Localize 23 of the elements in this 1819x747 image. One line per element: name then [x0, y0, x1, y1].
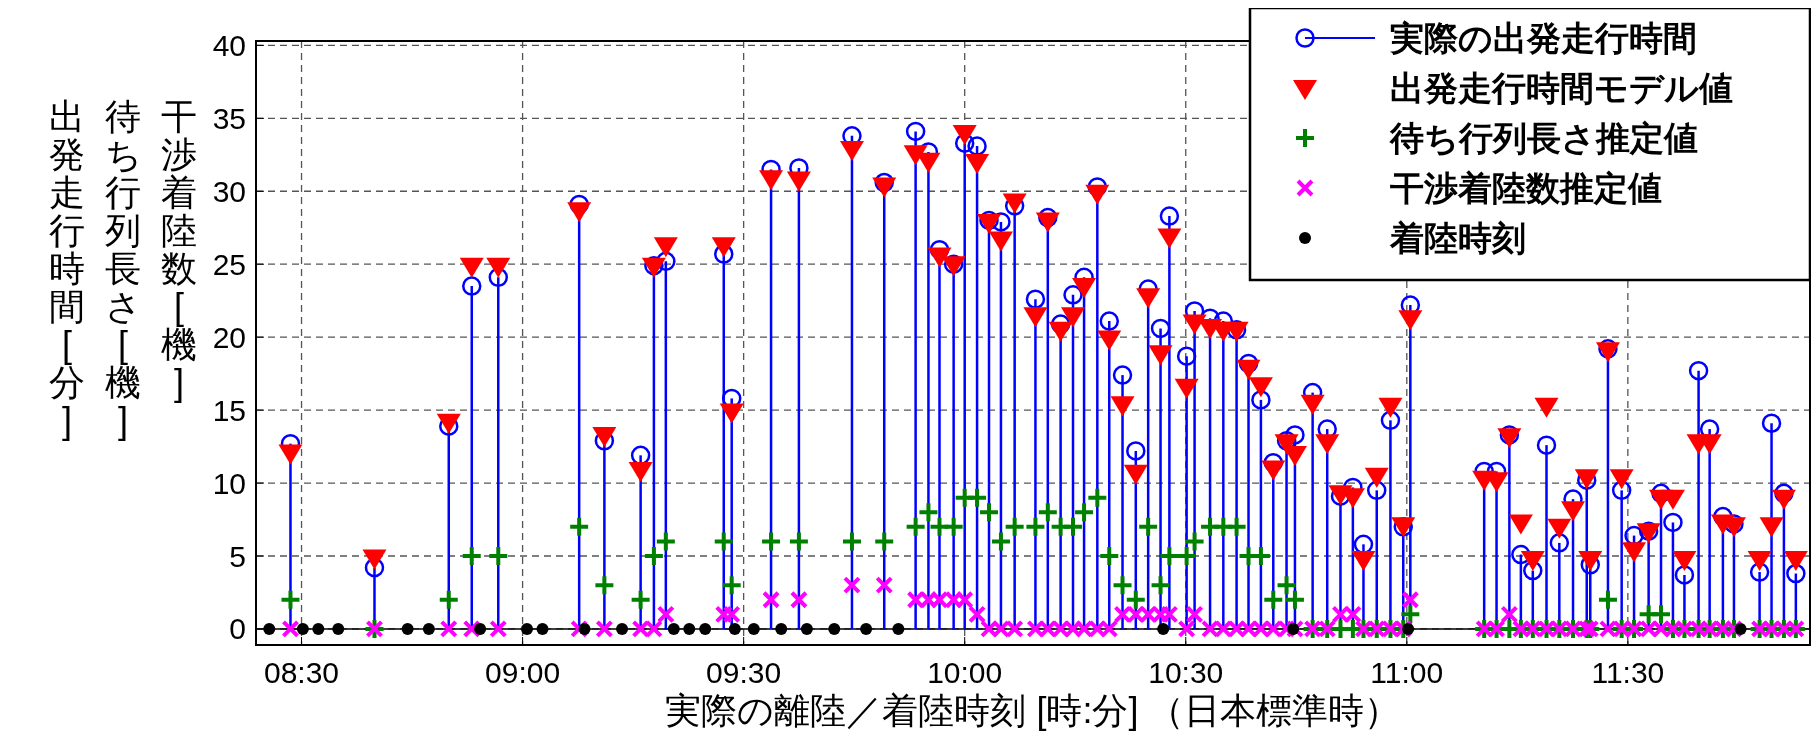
- legend-label: 実際の出発走行時間: [1389, 19, 1697, 57]
- legend-label: 出発走行時間モデル値: [1390, 69, 1733, 107]
- x-tick-label: 08:30: [264, 656, 340, 689]
- y-tick-label: 30: [212, 174, 246, 208]
- x-tick-label: 10:30: [1148, 656, 1224, 689]
- legend-label: 着陸時刻: [1389, 219, 1526, 257]
- y-tick-label: 0: [229, 612, 246, 646]
- text: 出発走行時間 [分] 待ち行列長さ [機] 干渉着陸数 [機]: [49, 97, 197, 441]
- x-tick-label: 10:00: [927, 656, 1003, 689]
- y-tick-label: 25: [212, 247, 246, 281]
- x-tick-label: 11:00: [1370, 656, 1444, 689]
- legend-label: 干渉着陸数推定値: [1389, 169, 1662, 207]
- x-tick-label: 09:00: [485, 656, 561, 689]
- y-tick-label: 35: [212, 101, 246, 135]
- x-tick-label: 11:30: [1591, 656, 1665, 689]
- y-tick-label: 5: [229, 539, 246, 573]
- y-tick-label: 10: [212, 466, 246, 500]
- y-tick-label: 40: [212, 28, 246, 62]
- y-tick-label: 20: [212, 320, 246, 354]
- x-axis-title: 実際の離陸／着陸時刻 [時:分] （日本標準時）: [665, 690, 1401, 731]
- y-tick-label: 15: [212, 393, 246, 427]
- x-tick-label: 09:30: [706, 656, 782, 689]
- legend-label: 待ち行列長さ推定値: [1389, 119, 1698, 157]
